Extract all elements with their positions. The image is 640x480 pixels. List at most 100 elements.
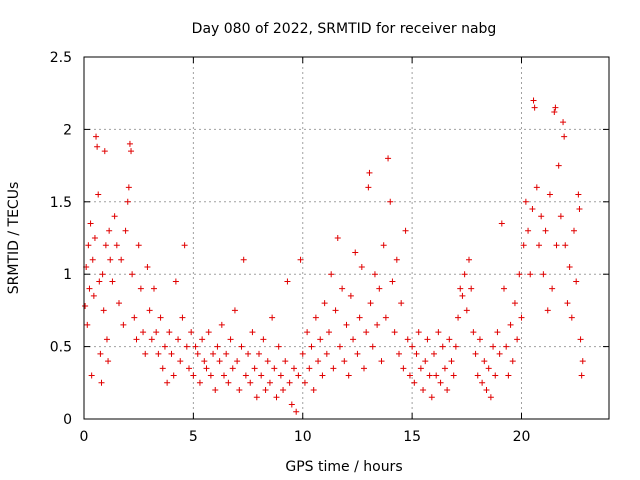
data-point xyxy=(369,343,376,350)
data-point xyxy=(433,372,440,379)
data-point xyxy=(306,365,313,372)
data-point xyxy=(552,104,559,111)
data-point xyxy=(84,321,91,328)
data-point xyxy=(245,350,252,357)
data-point xyxy=(446,336,453,343)
data-point xyxy=(260,336,267,343)
data-point xyxy=(538,213,545,220)
data-point xyxy=(530,97,537,104)
data-point xyxy=(129,271,136,278)
x-tick-label: 20 xyxy=(513,429,531,445)
data-point xyxy=(205,329,212,336)
data-point xyxy=(321,300,328,307)
data-point xyxy=(577,336,584,343)
data-point xyxy=(332,307,339,314)
data-point xyxy=(380,242,387,249)
y-tick-label: 1 xyxy=(63,267,72,283)
data-point xyxy=(317,336,324,343)
data-point xyxy=(93,133,100,140)
data-point xyxy=(181,242,188,249)
data-point xyxy=(168,350,175,357)
data-point xyxy=(210,350,217,357)
data-point xyxy=(225,379,232,386)
data-point xyxy=(196,379,203,386)
data-point xyxy=(514,336,521,343)
grid-lines xyxy=(84,57,609,419)
data-point xyxy=(566,263,573,270)
data-point xyxy=(102,242,109,249)
data-point xyxy=(437,379,444,386)
data-point xyxy=(431,350,437,357)
data-point xyxy=(576,206,583,213)
data-point xyxy=(382,314,389,321)
y-tick-label: 2.5 xyxy=(50,50,72,66)
data-point xyxy=(218,321,225,328)
data-point xyxy=(424,336,431,343)
x-tick-label: 5 xyxy=(189,429,198,445)
data-point xyxy=(516,271,523,278)
data-point xyxy=(157,314,164,321)
data-point xyxy=(203,365,210,372)
data-point xyxy=(238,343,245,350)
data-point xyxy=(164,379,171,386)
data-point xyxy=(378,358,385,365)
data-point xyxy=(122,227,129,234)
data-point xyxy=(562,242,569,249)
y-tick-label: 0.5 xyxy=(50,340,72,356)
chart-title: Day 080 of 2022, SRMTID for receiver nab… xyxy=(192,21,497,37)
data-point xyxy=(363,329,370,336)
data-point xyxy=(120,321,127,328)
data-point xyxy=(400,365,407,372)
data-point xyxy=(124,198,131,205)
data-point xyxy=(387,198,394,205)
data-point xyxy=(426,372,433,379)
data-point xyxy=(374,321,381,328)
data-point xyxy=(350,336,357,343)
data-point xyxy=(253,394,260,401)
data-point xyxy=(133,336,140,343)
data-point xyxy=(561,133,568,140)
data-point xyxy=(533,184,540,191)
data-point xyxy=(402,227,409,234)
data-point xyxy=(560,119,567,126)
data-point xyxy=(166,329,173,336)
data-point xyxy=(99,271,106,278)
data-point xyxy=(476,336,483,343)
data-point xyxy=(146,307,153,314)
data-point xyxy=(170,372,177,379)
data-point xyxy=(126,140,133,147)
data-point xyxy=(376,285,383,292)
data-point xyxy=(520,242,527,249)
data-point xyxy=(452,343,459,350)
data-point xyxy=(549,285,556,292)
data-point xyxy=(103,336,110,343)
plot-frame xyxy=(83,56,610,420)
data-point xyxy=(536,242,542,249)
data-point xyxy=(511,300,518,307)
data-point xyxy=(544,307,551,314)
data-point xyxy=(555,162,562,169)
data-point xyxy=(490,343,497,350)
data-point xyxy=(231,307,238,314)
data-point xyxy=(280,387,287,394)
data-point xyxy=(553,242,560,249)
data-point xyxy=(95,191,102,198)
data-point xyxy=(501,285,507,292)
data-point xyxy=(336,343,343,350)
data-point xyxy=(148,336,155,343)
data-point xyxy=(319,372,326,379)
data-point xyxy=(428,394,435,401)
data-point xyxy=(308,343,315,350)
y-axis-label: SRMTID / TECUs xyxy=(6,182,22,295)
data-point xyxy=(352,249,359,256)
data-point xyxy=(455,314,462,321)
data-point xyxy=(105,358,112,365)
data-point xyxy=(140,329,147,336)
y-tick-label: 2 xyxy=(63,122,72,138)
data-point xyxy=(131,314,138,321)
data-point xyxy=(422,358,429,365)
data-point xyxy=(468,285,475,292)
data-point xyxy=(284,278,291,285)
data-point xyxy=(97,350,104,357)
data-point xyxy=(273,394,280,401)
